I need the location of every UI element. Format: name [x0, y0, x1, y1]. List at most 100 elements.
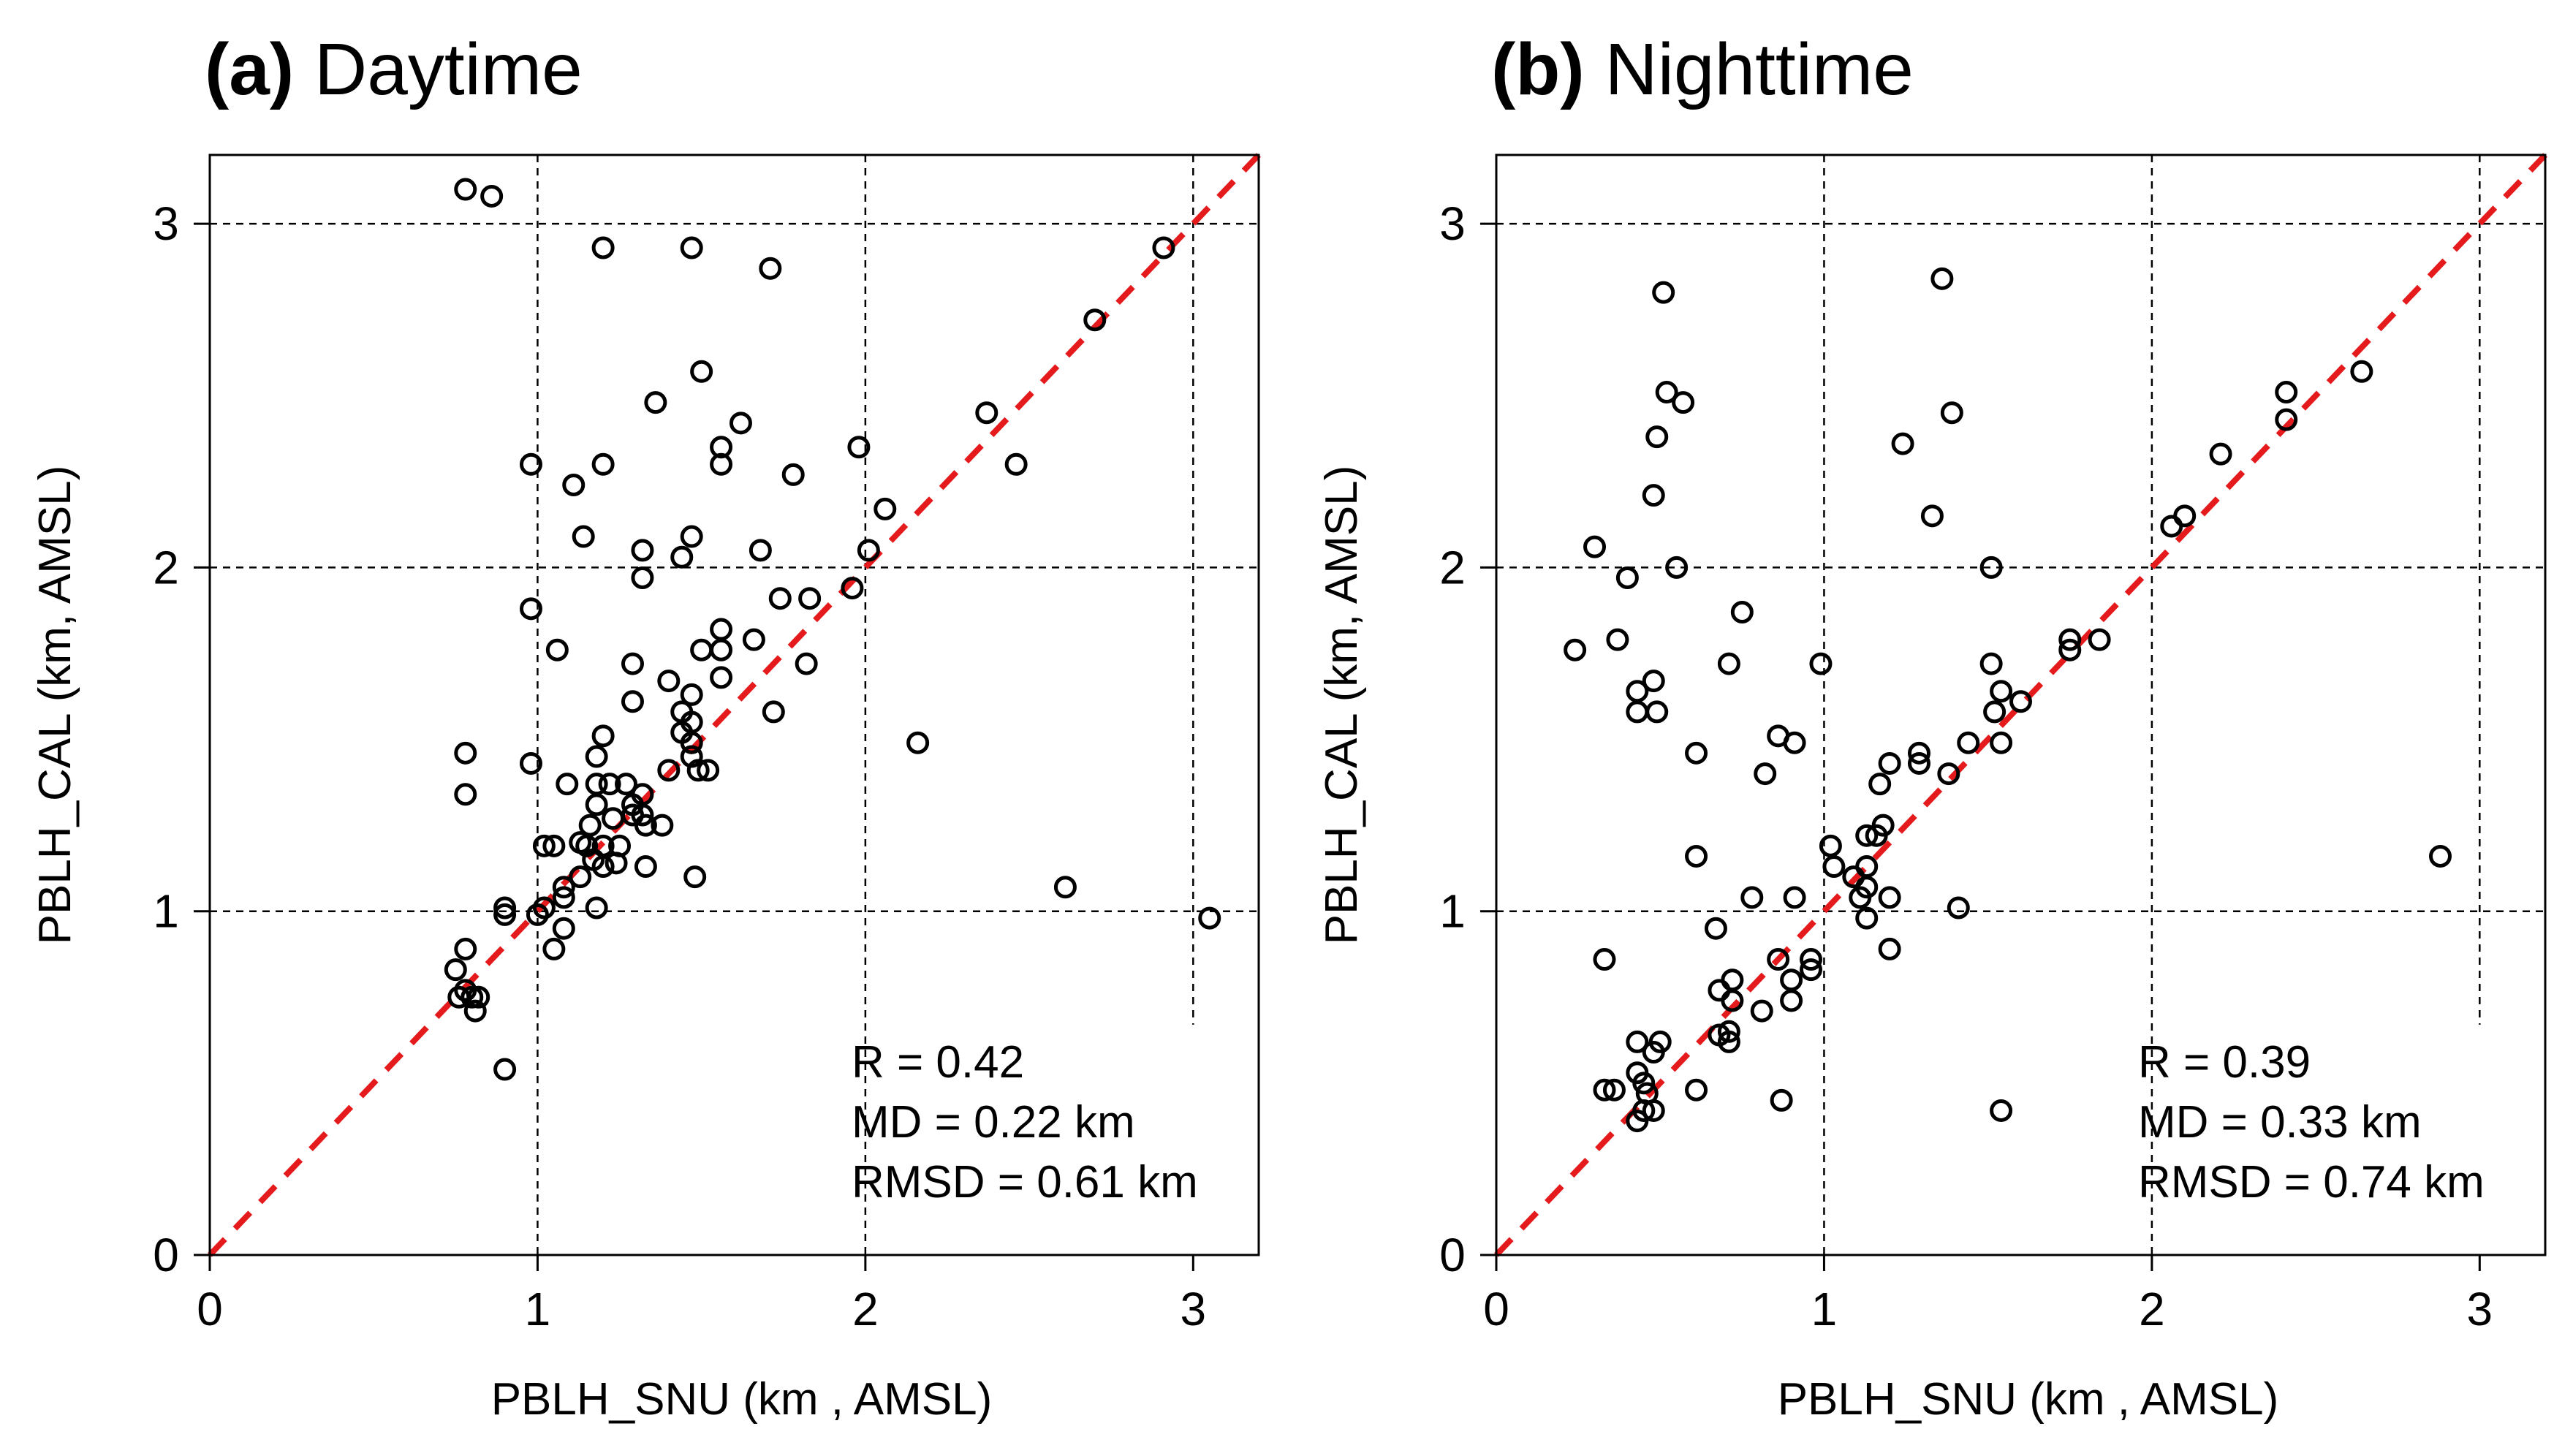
data-point — [493, 896, 517, 920]
data-point — [542, 937, 566, 960]
data-point — [1730, 601, 1754, 624]
data-point — [2009, 690, 2032, 713]
x-tick-label: 1 — [1811, 1283, 1838, 1335]
data-point — [1593, 1078, 1616, 1102]
data-point — [1819, 834, 1842, 857]
data-point — [906, 731, 930, 754]
data-point — [2275, 408, 2298, 431]
data-point — [1704, 917, 1727, 940]
data-point — [1004, 452, 1028, 476]
y-tick-label: 3 — [153, 197, 179, 250]
data-point — [710, 638, 733, 661]
panel-nighttime: (b) Nighttime 0 1 2 3 0 1 2 3 PBLH_SNU (km , AMS… — [1286, 0, 2573, 1456]
data-point — [598, 773, 621, 796]
data-point — [1990, 1099, 2013, 1122]
data-point — [572, 525, 595, 548]
x-axis-label: PBLH_SNU (km , AMSL) — [491, 1374, 993, 1425]
x-axis-label: PBLH_SNU (km , AMSL) — [1778, 1374, 2279, 1425]
data-point — [1083, 308, 1107, 332]
data-point — [562, 474, 586, 496]
y-tick-label: 0 — [153, 1229, 179, 1281]
data-point — [631, 803, 654, 827]
data-point — [795, 652, 818, 675]
data-point — [657, 759, 681, 782]
data-point — [444, 958, 467, 982]
data-point — [1937, 762, 1960, 786]
data-point — [1979, 652, 2003, 675]
stat-annotation: MD = 0.33 km — [2138, 1097, 2422, 1148]
data-point — [1717, 1020, 1740, 1043]
data-point — [690, 360, 713, 383]
y-axis-label: PBLH_CAL (km, AMSL) — [30, 466, 80, 945]
data-point — [578, 814, 602, 837]
data-point — [1606, 628, 1629, 651]
data-point — [634, 814, 657, 837]
data-point — [1770, 1088, 1793, 1112]
x-tick-label: 3 — [2467, 1283, 2493, 1335]
data-point — [1053, 876, 1077, 899]
data-point — [1685, 741, 1708, 765]
data-point — [686, 759, 710, 782]
data-point — [759, 257, 782, 280]
data-point — [545, 638, 569, 661]
data-point — [454, 783, 477, 806]
data-point — [552, 917, 575, 940]
data-point — [585, 793, 608, 816]
data-point — [1990, 680, 2013, 703]
data-point — [1602, 1078, 1626, 1102]
data-point — [2429, 844, 2452, 868]
data-point — [680, 683, 703, 706]
title-text-daytime: Daytime — [314, 29, 583, 110]
data-point — [680, 525, 703, 548]
data-point — [742, 628, 765, 651]
data-point — [532, 834, 556, 857]
data-point — [1800, 948, 1822, 971]
data-point — [519, 751, 542, 775]
data-point — [680, 236, 703, 259]
scatter-plot-nighttime: 0 1 2 3 0 1 2 3 PBLH_SNU (km , AMSL) PBLH_CAL (km… — [1316, 153, 2547, 1425]
data-point — [1783, 731, 1806, 754]
data-point — [1583, 535, 1607, 558]
data-point — [768, 587, 792, 610]
data-point — [602, 807, 625, 830]
data-point — [1593, 948, 1616, 971]
data-point — [621, 690, 644, 713]
data-point — [569, 865, 592, 889]
data-point — [591, 236, 615, 259]
title-text-nighttime: Nighttime — [1604, 29, 1914, 110]
data-point — [1642, 1099, 1665, 1122]
scatter-plot-daytime: 0 1 2 3 0 1 2 3 PBLH_SNU (km , AMSL) PBLH_CAL (km… — [30, 153, 1261, 1425]
data-point — [1721, 989, 1744, 1012]
data-point — [552, 876, 575, 899]
data-point — [585, 745, 608, 768]
data-point — [1868, 773, 1892, 796]
data-point — [1907, 751, 1930, 775]
y-tick-label: 2 — [1439, 541, 1466, 594]
data-point — [631, 539, 654, 562]
x-tick-label: 1 — [525, 1283, 551, 1335]
data-point — [1642, 484, 1665, 507]
data-point — [454, 741, 477, 765]
data-point — [2173, 504, 2197, 528]
data-point — [1930, 267, 1954, 290]
data-point — [657, 670, 681, 693]
data-point — [1564, 638, 1587, 661]
x-tick-label: 2 — [852, 1283, 879, 1335]
data-point — [710, 452, 733, 476]
data-point — [552, 886, 575, 909]
x-tick-label: 2 — [2139, 1283, 2165, 1335]
x-tick-label: 0 — [1483, 1283, 1509, 1335]
data-point — [2209, 442, 2232, 466]
panel-label-a: (a) — [205, 29, 295, 110]
y-tick-label: 1 — [1439, 885, 1466, 938]
data-point — [1685, 1078, 1708, 1102]
data-point — [480, 184, 504, 208]
plot-frame — [208, 153, 1260, 1256]
data-point — [1152, 236, 1175, 259]
data-point — [1878, 937, 1901, 960]
y-tick-label: 1 — [153, 885, 179, 938]
data-point — [1809, 652, 1833, 675]
data-point — [1940, 401, 1963, 425]
stat-annotation: RMSD = 0.74 km — [2138, 1157, 2485, 1207]
data-point — [1849, 886, 1872, 909]
